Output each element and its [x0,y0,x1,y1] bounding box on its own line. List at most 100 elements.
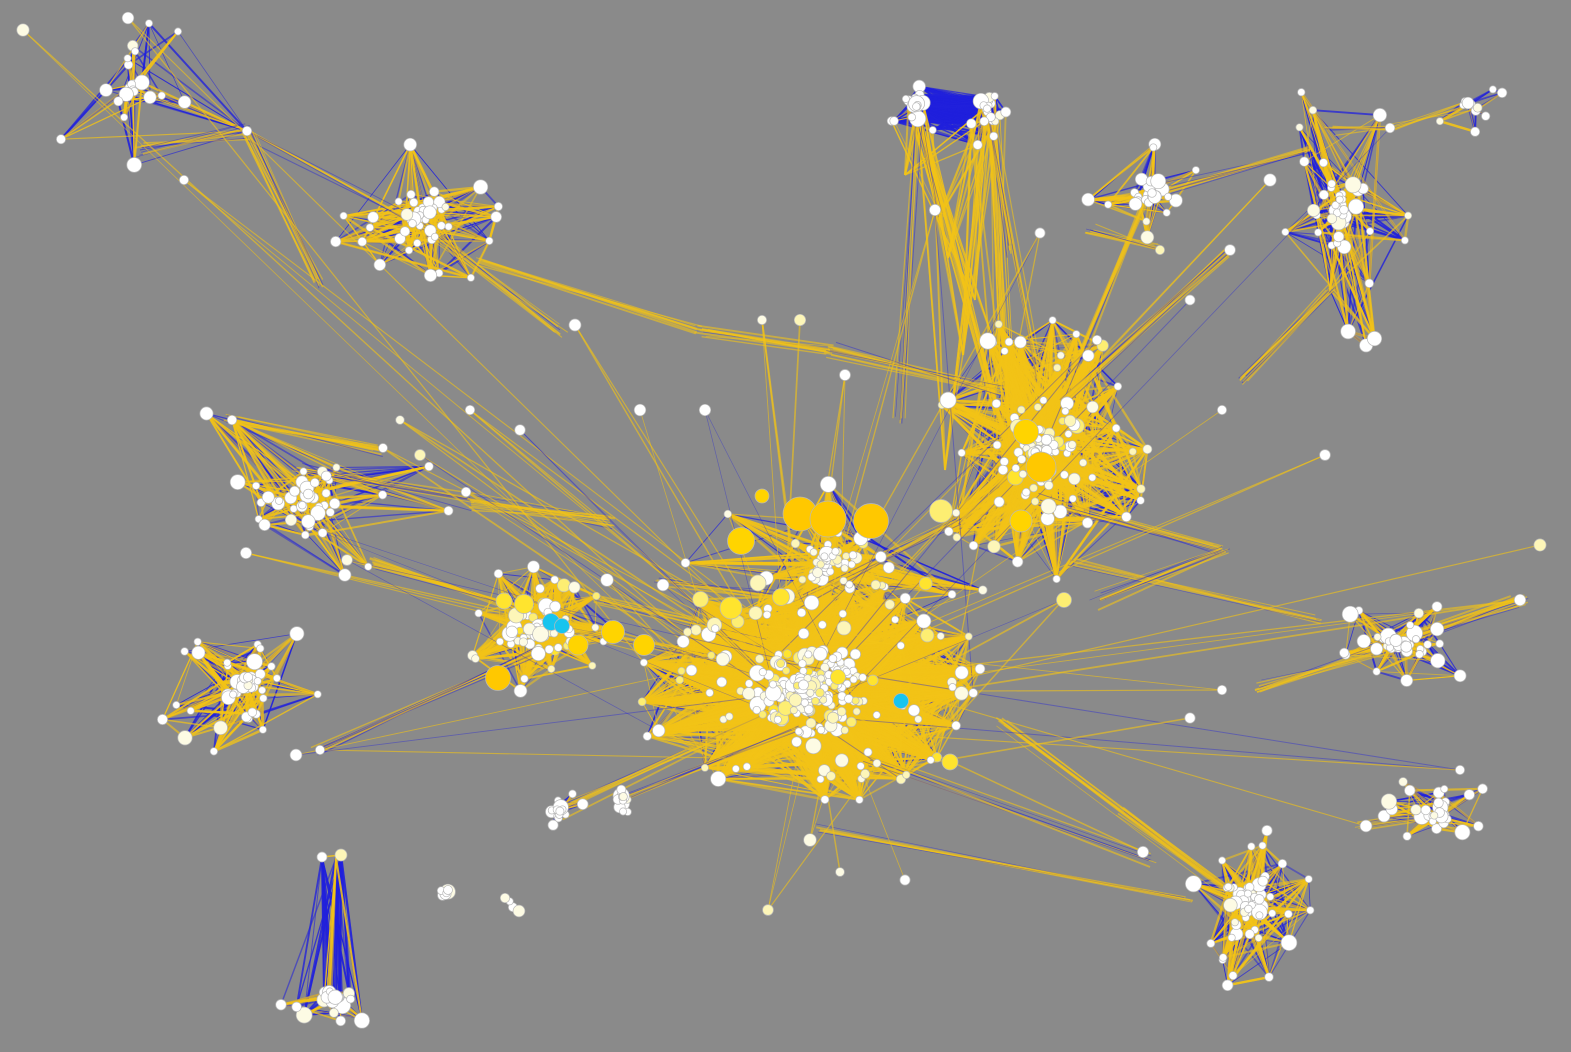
graph-node[interactable] [1297,88,1306,97]
graph-node[interactable] [1420,804,1431,816]
graph-node[interactable] [1400,236,1409,245]
graph-node[interactable] [1218,953,1228,962]
graph-node[interactable] [912,102,921,111]
graph-node-stray[interactable] [1216,684,1228,696]
graph-node[interactable] [321,488,331,498]
graph-node[interactable] [1372,108,1387,123]
graph-node-stray[interactable] [568,318,582,332]
graph-node[interactable] [275,496,284,505]
graph-node[interactable] [1400,674,1414,687]
graph-node[interactable] [983,104,992,113]
graph-node[interactable] [1404,211,1413,220]
graph-node[interactable] [1366,331,1383,347]
graph-node-stray[interactable] [512,904,526,918]
graph-node[interactable] [1400,640,1413,653]
graph-node[interactable] [1314,228,1323,237]
graph-node[interactable] [1039,396,1048,405]
graph-node[interactable] [1380,793,1397,810]
graph-node[interactable] [838,609,847,618]
graph-node[interactable] [796,608,807,618]
graph-node[interactable] [901,94,910,103]
graph-node[interactable] [1308,106,1318,115]
graph-node[interactable] [1299,156,1310,167]
graph-node-stray[interactable] [633,403,647,417]
graph-node[interactable] [1052,574,1061,584]
graph-node[interactable] [979,116,989,127]
graph-node[interactable] [1142,217,1151,226]
graph-node[interactable] [1277,859,1288,869]
graph-node[interactable] [56,134,66,145]
graph-node[interactable] [1068,494,1077,503]
graph-node[interactable] [229,690,238,699]
graph-node[interactable] [172,701,181,709]
graph-node[interactable] [229,474,246,490]
graph-node-stray[interactable] [1263,173,1277,187]
graph-node[interactable] [301,530,310,540]
graph-node[interactable] [889,116,899,126]
graph-node[interactable] [330,236,342,248]
graph-node[interactable] [839,576,848,585]
graph-node[interactable] [113,96,124,107]
graph-node[interactable] [550,575,559,585]
graph-node[interactable] [180,647,189,656]
graph-node[interactable] [553,643,563,652]
graph-node[interactable] [800,698,809,707]
graph-node[interactable] [974,663,986,675]
graph-node[interactable] [1072,330,1081,339]
graph-node[interactable] [870,579,881,590]
graph-node[interactable] [473,179,489,195]
graph-node[interactable] [1150,173,1167,190]
graph-node-hub[interactable] [754,488,770,504]
graph-node-stray[interactable] [241,125,253,137]
graph-node-stray[interactable] [1137,846,1149,858]
graph-node[interactable] [1415,650,1424,659]
graph-node-hub[interactable] [727,527,755,555]
graph-node[interactable] [820,552,829,561]
graph-node[interactable] [707,651,716,660]
graph-node[interactable] [1430,811,1439,820]
graph-node[interactable] [1021,487,1031,497]
graph-node[interactable] [320,470,332,482]
graph-node-stray[interactable] [395,415,405,425]
graph-node[interactable] [798,627,810,640]
graph-node[interactable] [1366,227,1374,236]
graph-node[interactable] [1136,484,1146,494]
graph-node[interactable] [485,236,494,245]
graph-node[interactable] [258,686,267,695]
graph-node[interactable] [1423,640,1432,649]
graph-node[interactable] [299,467,308,476]
graph-node[interactable] [408,219,417,228]
graph-node-stray[interactable] [460,486,472,498]
graph-node-stray[interactable] [835,867,845,877]
graph-node[interactable] [329,1007,339,1018]
graph-node[interactable] [1372,667,1381,676]
graph-node-stray[interactable] [514,424,526,436]
graph-node[interactable] [907,704,921,717]
graph-node[interactable] [576,798,589,810]
graph-node[interactable] [827,711,839,724]
graph-node-hub[interactable] [1025,451,1057,483]
graph-node[interactable] [948,683,957,692]
graph-node[interactable] [639,658,648,667]
graph-node[interactable] [259,694,268,703]
graph-node[interactable] [826,567,835,576]
graph-node[interactable] [652,724,666,738]
graph-node[interactable] [532,625,549,643]
graph-node[interactable] [692,591,709,608]
graph-node[interactable] [1000,347,1009,356]
graph-node-stray[interactable] [1184,294,1196,306]
graph-node[interactable] [997,464,1009,476]
graph-node[interactable] [1406,621,1415,630]
graph-node[interactable] [1113,382,1123,391]
graph-node[interactable] [826,771,836,781]
graph-node[interactable] [258,518,271,531]
graph-node[interactable] [836,706,847,717]
graph-node[interactable] [1344,176,1362,194]
graph-node[interactable] [902,770,911,779]
graph-node[interactable] [852,707,861,716]
graph-node[interactable] [1356,634,1371,649]
graph-node-hub[interactable] [633,634,655,656]
graph-node[interactable] [209,747,218,756]
graph-node[interactable] [568,581,581,594]
graph-node[interactable] [844,694,854,704]
